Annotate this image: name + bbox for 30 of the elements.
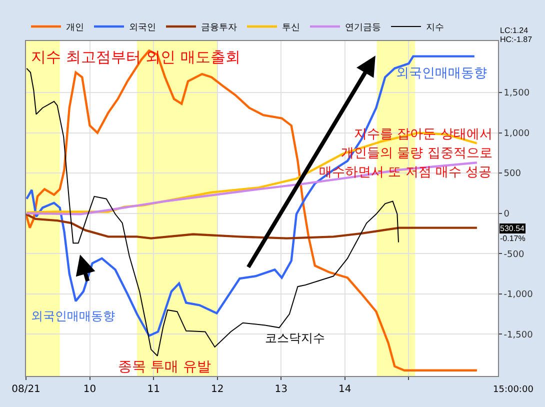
y-tick-label: -1,500: [504, 330, 534, 340]
y-tick-label: -1,000: [504, 290, 534, 300]
legend-label: 외국인: [129, 23, 156, 34]
y-tick-label: 1,500: [504, 88, 530, 99]
text: 15:00:00: [493, 385, 534, 395]
x-tick-label: 14: [338, 384, 352, 395]
y-tick-label: -500: [504, 250, 524, 260]
legend-label: 연기금등: [345, 23, 381, 34]
y-tick-label: 0: [504, 209, 510, 220]
text: LC:1.24: [500, 26, 529, 35]
legend-label: 투신: [282, 23, 300, 34]
x-tick-label: 12: [210, 384, 224, 395]
annotation: 외국인매매동향: [396, 66, 487, 81]
y-tick-label: 500: [504, 169, 522, 180]
x-tick-label: 13: [274, 384, 288, 395]
text: 530.54: [500, 224, 526, 233]
x-tick-label: 08/21: [12, 384, 40, 395]
annotation: 코스닥지수: [265, 331, 325, 345]
legend-label: 금융투자: [201, 23, 237, 34]
annotation: 종목 투매 유발: [118, 359, 211, 375]
line-series: [26, 68, 399, 356]
x-tick-label: 10: [83, 384, 96, 395]
legend-label: 지수: [426, 23, 444, 34]
y-tick-label: 1,000: [504, 128, 530, 139]
text: HC:-1.87: [500, 35, 533, 44]
text: -0.17%: [500, 234, 526, 243]
x-tick-label: 11: [147, 384, 160, 395]
legend-label: 개인: [66, 23, 84, 34]
annotation: 외국인매매동향: [31, 309, 115, 323]
line-series: [26, 213, 478, 240]
